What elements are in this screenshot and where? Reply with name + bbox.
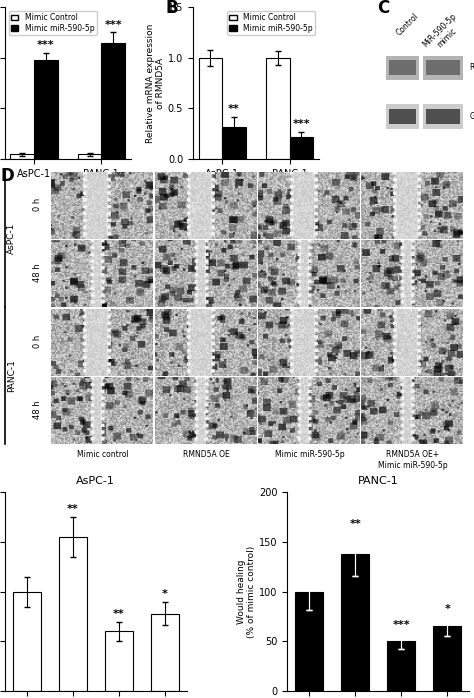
Bar bbox=[266, 58, 290, 159]
Bar bbox=[222, 127, 246, 159]
Bar bbox=[422, 56, 463, 80]
Bar bbox=[105, 632, 133, 691]
Bar bbox=[78, 154, 101, 159]
Bar bbox=[387, 641, 415, 691]
Bar bbox=[13, 592, 41, 691]
Legend: Mimic Control, Mimic miR-590-5p: Mimic Control, Mimic miR-590-5p bbox=[227, 10, 315, 35]
Bar bbox=[59, 537, 87, 691]
Text: PANC-1: PANC-1 bbox=[7, 359, 16, 392]
Text: D: D bbox=[0, 167, 14, 185]
Text: MiR-590-5p
mimic: MiR-590-5p mimic bbox=[420, 12, 465, 57]
Text: ***: *** bbox=[392, 621, 410, 630]
Bar bbox=[426, 109, 460, 124]
Bar bbox=[341, 554, 369, 691]
Text: 48 h: 48 h bbox=[33, 401, 42, 419]
Bar bbox=[101, 43, 125, 159]
Text: Control: Control bbox=[394, 12, 420, 38]
Text: ***: *** bbox=[104, 20, 122, 30]
Title: PANC-1: PANC-1 bbox=[358, 476, 399, 486]
Text: AsPC-1: AsPC-1 bbox=[7, 223, 16, 254]
Bar bbox=[10, 154, 34, 159]
Bar bbox=[151, 614, 179, 691]
Text: RMND5A OE: RMND5A OE bbox=[183, 450, 229, 459]
Bar bbox=[385, 56, 419, 80]
Text: B: B bbox=[165, 0, 178, 17]
Bar bbox=[426, 60, 460, 75]
Text: **: ** bbox=[67, 504, 79, 514]
Text: 0 h: 0 h bbox=[33, 335, 42, 348]
Text: **: ** bbox=[113, 609, 125, 618]
Text: 48 h: 48 h bbox=[33, 264, 42, 282]
Bar bbox=[385, 105, 419, 129]
Y-axis label: Relative mRNA expression
of RMND5A: Relative mRNA expression of RMND5A bbox=[146, 24, 165, 143]
Bar bbox=[290, 137, 313, 159]
Text: *: * bbox=[444, 604, 450, 614]
Text: **: ** bbox=[349, 519, 361, 529]
Text: RMND5A: RMND5A bbox=[469, 64, 474, 73]
Bar bbox=[34, 60, 57, 159]
Text: ***: *** bbox=[292, 119, 310, 129]
Bar bbox=[199, 58, 222, 159]
Bar bbox=[389, 60, 416, 75]
Text: 0 h: 0 h bbox=[33, 198, 42, 211]
Bar bbox=[433, 627, 461, 691]
Text: *: * bbox=[162, 588, 168, 599]
Bar bbox=[389, 109, 416, 124]
Text: C: C bbox=[377, 0, 389, 17]
Text: GAPDH: GAPDH bbox=[469, 112, 474, 121]
Text: **: ** bbox=[228, 103, 240, 114]
Bar bbox=[422, 105, 463, 129]
Legend: Mimic Control, Mimic miR-590-5p: Mimic Control, Mimic miR-590-5p bbox=[9, 10, 97, 35]
Text: Mimic miR-590-5p: Mimic miR-590-5p bbox=[275, 450, 345, 459]
Title: AsPC-1: AsPC-1 bbox=[76, 476, 115, 486]
Text: ***: *** bbox=[37, 40, 55, 50]
Text: Mimic control: Mimic control bbox=[77, 450, 129, 459]
Bar bbox=[295, 592, 323, 691]
Text: RMND5A OE+
Mimic miR-590-5p: RMND5A OE+ Mimic miR-590-5p bbox=[378, 450, 448, 470]
Y-axis label: Would healing
(% of mimic control): Would healing (% of mimic control) bbox=[237, 546, 256, 638]
